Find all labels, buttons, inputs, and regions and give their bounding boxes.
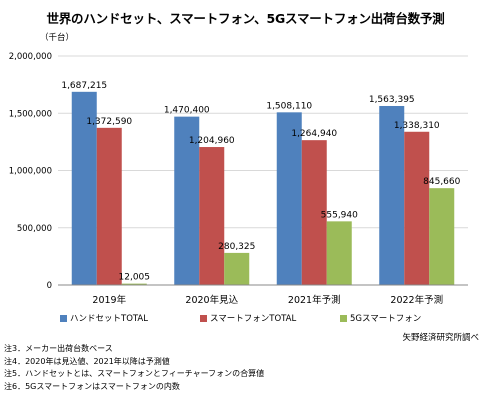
footnote: 注4．2020年は見込値、2021年以降は予測値: [4, 356, 170, 366]
data-label: 1,264,940: [291, 129, 337, 139]
legend-label: 5Gスマートフォン: [350, 314, 422, 324]
y-tick-label: 500,000: [17, 224, 52, 234]
chart-title: 世界のハンドセット、スマートフォン、5Gスマートフォン出荷台数予測: [46, 11, 445, 26]
x-category-label: 2019年: [92, 294, 126, 306]
legend-swatch: [340, 314, 347, 322]
bar: [404, 131, 430, 285]
bar: [429, 188, 455, 285]
bar: [174, 116, 200, 286]
unit-label: （千台）: [40, 32, 74, 43]
bar: [301, 140, 327, 285]
source-note: 矢野経済研究所調べ: [402, 333, 479, 343]
x-category-label: 2021年予測: [288, 294, 341, 306]
data-label: 1,204,960: [189, 136, 235, 146]
footnote: 注3．メーカー出荷台数ベース: [4, 344, 113, 353]
footnotes: 注3．メーカー出荷台数ベース 注4．2020年は見込値、2021年以降は予測値 …: [4, 343, 264, 393]
data-labels: 1,687,215 1,372,590 12,005 1,470,400 1,204,9…: [61, 81, 460, 283]
y-tick-label: 1,500,000: [9, 109, 52, 119]
data-label: 1,338,310: [394, 121, 440, 131]
x-category-labels: 2019年 2020年見込 2021年予測 2022年予測: [92, 294, 443, 306]
legend-item: 5Gスマートフォン: [340, 312, 421, 324]
footnote: 注6．5Gスマートフォンはスマートフォンの内数: [4, 381, 180, 391]
bar-chart: （千台） 0 500,000 1,000,000 1,500,000 2,000,000…: [9, 32, 468, 306]
data-label: 12,005: [119, 273, 151, 283]
data-label: 1,687,215: [61, 81, 107, 91]
data-label: 1,508,110: [266, 101, 312, 111]
y-tick-label: 0: [47, 281, 52, 291]
legend-label: スマートフォンTOTAL: [210, 314, 297, 324]
bar: [96, 127, 122, 286]
bar: [224, 252, 250, 285]
legend-item: ハンドセットTOTAL: [60, 312, 148, 324]
y-tick-label: 2,000,000: [9, 52, 52, 62]
bar: [326, 221, 352, 285]
legend-swatch: [200, 314, 207, 322]
bar: [121, 283, 147, 285]
bar: [379, 105, 405, 285]
bars: [71, 91, 455, 286]
x-category-label: 2022年予測: [390, 294, 443, 306]
legend-swatch: [60, 314, 67, 322]
legend-item: スマートフォンTOTAL: [200, 312, 296, 324]
footnote: 注5．ハンドセットとは、スマートフォンとフィーチャーフォンの合算値: [4, 369, 265, 378]
data-label: 1,372,590: [86, 117, 132, 127]
data-label: 1,563,395: [369, 95, 415, 105]
bar: [71, 91, 97, 286]
data-label: 280,325: [218, 242, 255, 252]
y-tick-labels: 0 500,000 1,000,000 1,500,000 2,000,000: [9, 52, 52, 291]
x-category-label: 2020年見込: [185, 294, 238, 306]
bar: [276, 112, 302, 285]
data-label: 1,470,400: [164, 106, 210, 116]
bar: [199, 147, 225, 285]
data-label: 845,660: [423, 177, 460, 187]
legend-label: ハンドセットTOTAL: [70, 314, 148, 324]
data-label: 555,940: [321, 210, 358, 220]
y-tick-label: 1,000,000: [9, 167, 52, 177]
